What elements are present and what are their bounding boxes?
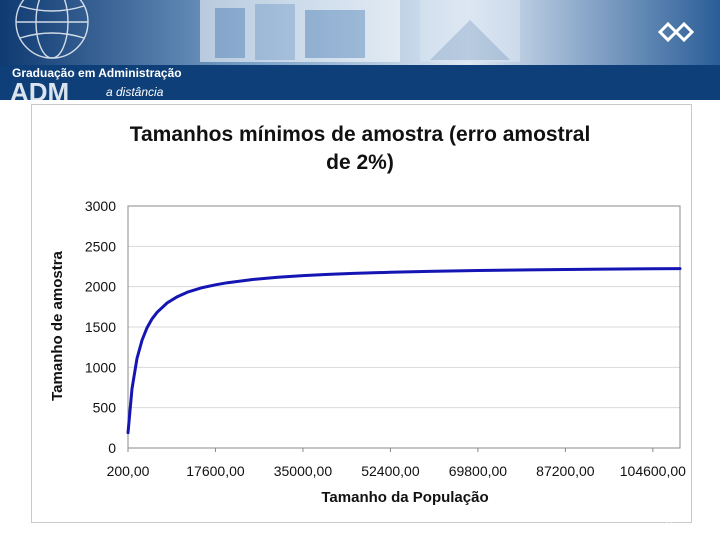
y-axis-ticks: 0 500 1000 1500 2000 2500 3000 (85, 198, 116, 456)
x-tick-label: 17600,00 (186, 463, 245, 479)
tagline: a distância (106, 85, 164, 99)
logo-text: ADM (10, 77, 69, 100)
plot-area (127, 205, 681, 449)
x-tick-label: 200,00 (107, 463, 150, 479)
y-tick-label: 2500 (85, 238, 116, 254)
x-axis-ticks: 200,00 17600,00 35000,00 52400,00 69800,00 87… (107, 448, 686, 479)
y-tick-label: 2000 (85, 279, 116, 295)
chart-frame (31, 104, 692, 523)
globe-icon (15, 0, 89, 59)
x-axis-label: Tamanho da População (321, 489, 488, 506)
y-tick-label: 3000 (85, 198, 116, 214)
y-axis-label: Tamanho de amostra (49, 250, 66, 400)
page-number: 11 (664, 516, 674, 526)
x-tick-label: 69800,00 (449, 463, 508, 479)
y-tick-label: 0 (108, 440, 116, 456)
brand-badge-icon (657, 21, 695, 43)
series-line (126, 267, 682, 435)
y-tick-label: 1500 (85, 319, 116, 335)
x-tick-label: 35000,00 (274, 463, 333, 479)
chart-title-line-2: de 2%) (326, 151, 394, 174)
banner-graphic: Graduação em Administração ADM a distânc… (0, 0, 720, 100)
banner-photo-building (200, 0, 520, 62)
x-tick-label: 52400,00 (361, 463, 420, 479)
grid-lines (128, 205, 680, 409)
header-banner: Graduação em Administração ADM a distânc… (0, 0, 720, 100)
y-tick-label: 1000 (85, 359, 116, 375)
x-tick-label: 87200,00 (536, 463, 595, 479)
chart-title-line-1: Tamanhos mínimos de amostra (erro amostr… (129, 123, 591, 146)
course-line: Graduação em Administração (12, 66, 182, 80)
x-tick-label: 104600,00 (620, 463, 686, 479)
y-tick-label: 500 (93, 400, 117, 416)
